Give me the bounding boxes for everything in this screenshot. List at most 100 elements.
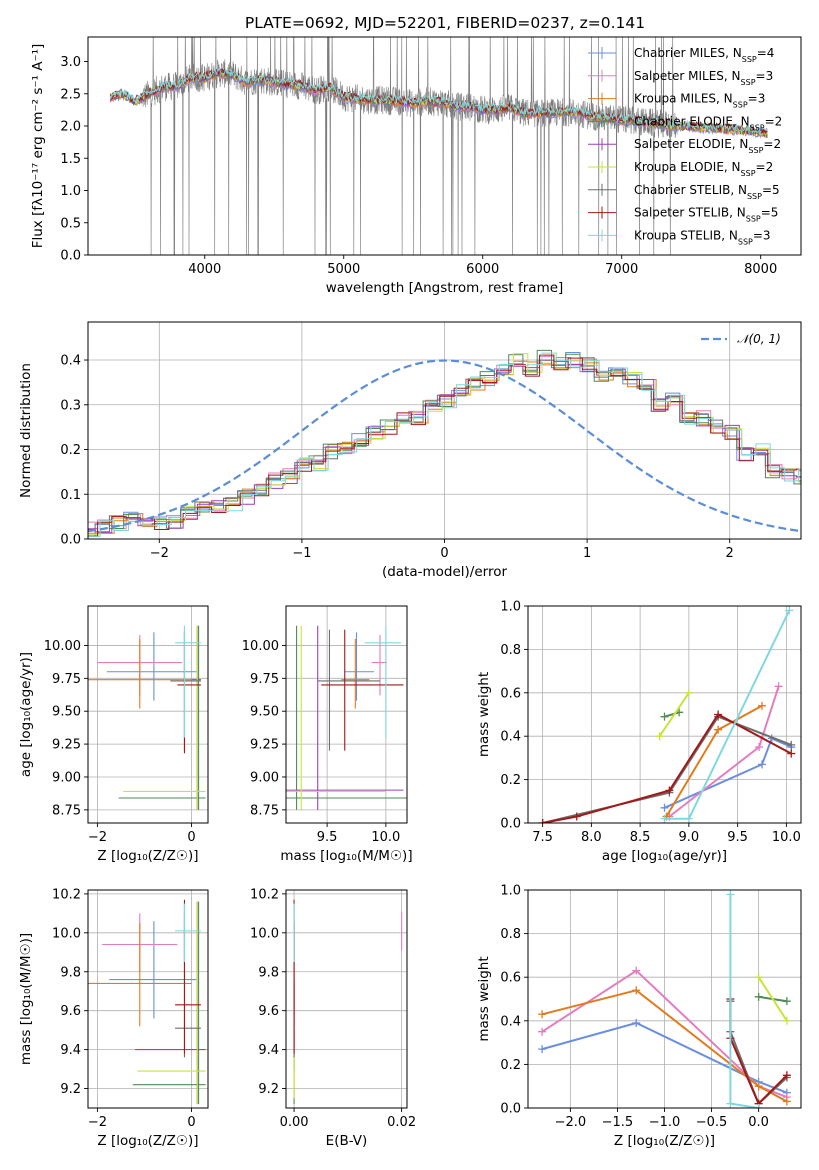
axes-frame (527, 889, 802, 1109)
y-tick-label: 9.50 (250, 705, 279, 720)
histogram-salpeter-stelib (88, 354, 801, 537)
legend-label-value: =2 (756, 160, 774, 174)
panel-mass-weight-vs-age: 7.5 8.0 8.5 9.0 9.5 10.0 0.0 0.2 0.4 0.6 0.8 1.0 age… (476, 600, 802, 864)
x-tick-label: 7000 (605, 262, 638, 277)
y-tick-label: 0.2 (500, 1058, 521, 1073)
y-tick-label: 10.0 (52, 926, 81, 941)
y-tick-label: 0.0 (60, 533, 81, 548)
x-axis-label: E(B-V) (326, 1133, 368, 1149)
y-tick-label: 9.8 (60, 965, 81, 980)
x-tick-label: 9.5 (727, 830, 748, 845)
legend-label-subscript: SSP (748, 146, 763, 155)
y-tick-label: 0.0 (500, 1102, 521, 1117)
x-tick-label: −2 (88, 830, 107, 845)
y-axis-label: age [log₁₀(age/yr)] (18, 652, 34, 777)
axes-frame (527, 605, 802, 824)
y-tick-label: 0.4 (500, 730, 521, 745)
series-marker (660, 712, 669, 721)
y-axis-label: Normed distribution (18, 363, 34, 498)
point-chabrier-elodie (286, 625, 407, 810)
plot-area (88, 899, 206, 1105)
histogram-kroupa-stelib (88, 352, 801, 538)
x-tick-label: 6000 (466, 262, 499, 277)
y-tick-label: 0.3 (60, 398, 81, 413)
y-tick-label: 9.25 (250, 738, 279, 753)
panel-spectrum: 4000 5000 6000 7000 8000 0.0 0.5 1.0 1.5 2.0 2.5 3.… (30, 36, 802, 296)
y-tick-label: 8.75 (52, 803, 81, 818)
x-axis-label: Z [log₁₀(Z/Z☉)] (614, 1133, 715, 1149)
point-salpeter-elodie (191, 625, 201, 810)
series-kroupa-elodie (655, 688, 693, 741)
series-marker (782, 1097, 791, 1106)
x-tick-label: 1 (583, 546, 591, 561)
axes-frame (87, 36, 802, 256)
series-kroupa-stelib (726, 890, 763, 1108)
axes-frame (87, 889, 209, 1109)
y-tick-label: 10.00 (242, 639, 279, 654)
legend-label-subscript: SSP (733, 100, 748, 109)
point-kroupa-stelib (364, 625, 402, 738)
series-marker (755, 743, 764, 752)
x-tick-label: 10.0 (371, 830, 400, 845)
figure-title: PLATE=0692, MJD=52201, FIBERID=0237, z=0… (245, 14, 645, 32)
legend-label-salpeter-miles-n-ssp-3: Salpeter MILES, NSSP=3 (634, 69, 773, 87)
legend-label-kroupa-stelib-n-ssp-3: Kroupa STELIB, NSSP=3 (634, 228, 771, 246)
x-tick-label: 8.0 (581, 830, 602, 845)
axes-frame (285, 889, 408, 1109)
y-tick-label: 9.8 (258, 965, 279, 980)
axes-frame (87, 321, 802, 540)
series-line (541, 1021, 788, 1094)
legend-label-value: =3 (756, 69, 774, 83)
x-axis-label: Z [log₁₀(Z/Z☉)] (97, 848, 198, 864)
panel-age-vs-Z: −2 0 8.75 9.00 9.25 9.50 9.75 10.00 Z [log₁₀(Z/Z… (18, 605, 209, 864)
x-tick-label: 4000 (188, 262, 221, 277)
y-tick-label: 10.0 (250, 926, 279, 941)
y-tick-label: 9.00 (250, 770, 279, 785)
series-marker (538, 1045, 547, 1054)
series-line (541, 989, 788, 1103)
x-tick-label: 7.5 (532, 830, 553, 845)
x-tick-label: 0 (187, 1115, 195, 1130)
series-marker (787, 740, 796, 749)
legend-label-chabrier-elodie-n-ssp-2: Chabrier ELODIE, NSSP=2 (634, 114, 782, 131)
y-tick-label: 1.0 (500, 600, 521, 615)
y-tick-label: 0.8 (500, 927, 521, 942)
histogram-chabrier-elodie (88, 349, 801, 531)
x-tick-label: 0.02 (387, 1115, 416, 1130)
series-marker (684, 688, 693, 697)
series-marker (714, 710, 723, 719)
x-tick-label: −0.5 (696, 1115, 728, 1130)
plot-area (286, 625, 407, 810)
x-tick-label: 5000 (327, 262, 360, 277)
legend-label-subscript: SSP (741, 169, 756, 178)
y-tick-label: 1.0 (500, 884, 521, 899)
y-tick-label: 10.2 (250, 887, 279, 902)
x-tick-label: 2 (726, 546, 734, 561)
legend-label-gaussian: 𝒩(0, 1) (737, 332, 781, 346)
x-tick-label: −1.0 (649, 1115, 681, 1130)
point-salpeter-elodie (286, 625, 404, 810)
series-marker (726, 1099, 735, 1108)
x-tick-label: 0.0 (748, 1115, 769, 1130)
plot-area (109, 37, 768, 255)
legend-label-main: Salpeter MILES, N (634, 69, 741, 83)
y-axis-label: mass weight (476, 956, 492, 1041)
series-marker (785, 606, 794, 615)
legend-label-main: Salpeter ELODIE, N (634, 137, 748, 151)
plot-area (88, 625, 206, 810)
axes-frame (87, 605, 209, 824)
series-kroupa-stelib (660, 606, 794, 823)
histogram-salpeter-elodie (88, 359, 801, 534)
x-tick-label: −2.0 (555, 1115, 587, 1130)
legend-label-value: =2 (765, 114, 783, 128)
series-marker (572, 812, 581, 821)
y-tick-label: 2.5 (60, 87, 81, 102)
y-tick-label: 1.0 (60, 184, 81, 199)
legend-label-subscript: SSP (738, 237, 753, 246)
point-chabrier-stelib (170, 629, 201, 751)
point-chabrier-miles (344, 632, 375, 701)
x-tick-label: 9.5 (317, 830, 338, 845)
series-marker (754, 1082, 763, 1091)
y-tick-label: 0.4 (500, 1014, 521, 1029)
